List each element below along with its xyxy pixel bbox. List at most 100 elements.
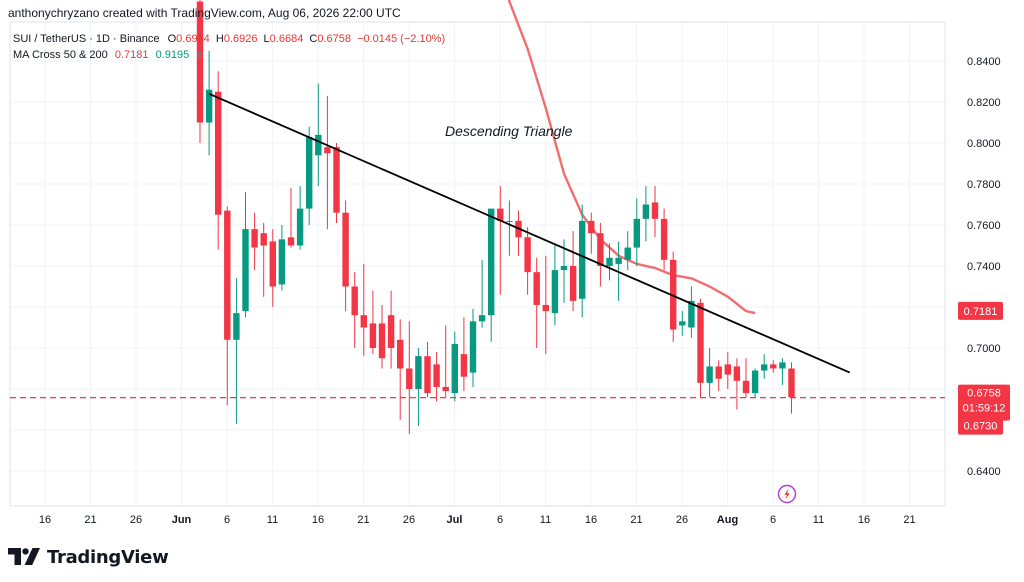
candle bbox=[333, 143, 340, 223]
chart-credit: anthonychryzano created with TradingView… bbox=[8, 6, 401, 20]
candle-body bbox=[260, 233, 267, 246]
candle-body bbox=[715, 366, 722, 379]
ohlc-row: SUI / TetherUS · 1D · Binance O0.6904 H0… bbox=[13, 31, 445, 47]
candle-body bbox=[597, 233, 604, 266]
y-tick-label: 0.7800 bbox=[967, 179, 1001, 191]
candle bbox=[415, 348, 422, 426]
candle bbox=[196, 0, 204, 143]
candle bbox=[260, 222, 267, 297]
candle-body bbox=[569, 266, 577, 301]
x-tick-label: 16 bbox=[585, 514, 597, 526]
candle-body bbox=[351, 286, 358, 316]
candle bbox=[406, 321, 413, 435]
x-tick-label: Jul bbox=[447, 514, 463, 526]
grid-lines bbox=[10, 22, 945, 506]
candle bbox=[387, 290, 395, 369]
y-tick-label: 0.8200 bbox=[967, 97, 1001, 109]
candle bbox=[642, 186, 650, 242]
symbol-label[interactable]: SUI / TetherUS · 1D · Binance bbox=[13, 33, 160, 45]
candle bbox=[488, 208, 495, 342]
candle bbox=[724, 352, 731, 389]
candle bbox=[679, 311, 686, 336]
candle-body bbox=[324, 147, 331, 154]
candle-body bbox=[679, 321, 686, 326]
candle bbox=[306, 126, 313, 225]
ma-row: MA Cross 50 & 200 0.7181 0.9195 ø bbox=[13, 47, 445, 63]
x-tick-label: 26 bbox=[403, 514, 415, 526]
candle-body bbox=[488, 208, 495, 316]
x-tick-label: 16 bbox=[39, 514, 51, 526]
candle bbox=[369, 290, 377, 355]
tradingview-logo[interactable]: TradingView bbox=[8, 545, 169, 569]
close-value: 0.6758 bbox=[317, 33, 351, 45]
ma-label[interactable]: MA Cross 50 & 200 bbox=[13, 49, 108, 61]
open-value: 0.6904 bbox=[176, 33, 210, 45]
candle bbox=[506, 200, 513, 256]
candle-body bbox=[606, 257, 613, 266]
candle bbox=[542, 255, 549, 355]
candle-body bbox=[742, 380, 750, 394]
x-axis-ticks: 16 21 26 Jun 6 11 16 21 26 Jul 6 11 16 21 26 Aug 6 11 16 21 bbox=[39, 514, 916, 526]
candle bbox=[715, 360, 722, 392]
candle-body bbox=[688, 300, 695, 328]
candle-body bbox=[369, 323, 377, 348]
candle bbox=[761, 354, 768, 379]
x-tick-label: 6 bbox=[497, 514, 503, 526]
candle-body bbox=[642, 204, 650, 219]
plot-frame bbox=[9, 21, 946, 507]
candle-body bbox=[706, 366, 713, 383]
candle-body bbox=[733, 366, 741, 381]
candle bbox=[660, 208, 668, 271]
candle bbox=[342, 200, 349, 312]
candle-body bbox=[670, 259, 677, 330]
high-value: 0.6926 bbox=[223, 33, 258, 45]
x-tick-label: Aug bbox=[717, 514, 738, 526]
candle-body bbox=[697, 302, 704, 383]
candle bbox=[633, 198, 640, 266]
candle-body bbox=[333, 147, 340, 213]
candle bbox=[779, 358, 786, 385]
candle bbox=[524, 227, 531, 295]
candle-body bbox=[788, 368, 795, 398]
x-tick-label: 11 bbox=[267, 514, 278, 526]
x-tick-label: 6 bbox=[224, 514, 230, 526]
x-tick-label: 16 bbox=[312, 514, 324, 526]
candle-body bbox=[387, 315, 395, 348]
x-tick-label: 26 bbox=[676, 514, 688, 526]
tradingview-wordmark: TradingView bbox=[47, 546, 169, 568]
y-tick-label: 0.7600 bbox=[967, 220, 1001, 232]
flash-icon[interactable] bbox=[777, 484, 797, 504]
candle bbox=[697, 298, 704, 398]
candle bbox=[315, 83, 322, 187]
candle-body bbox=[542, 304, 549, 312]
candles-layer bbox=[196, 0, 795, 435]
candle bbox=[788, 362, 795, 414]
candle-body bbox=[205, 89, 213, 123]
x-tick-label: 6 bbox=[770, 514, 776, 526]
candle-body bbox=[251, 229, 258, 248]
candle-body bbox=[278, 239, 286, 285]
candle bbox=[442, 325, 449, 398]
x-tick-label: 21 bbox=[84, 514, 96, 526]
y-tick-label: 0.7000 bbox=[967, 343, 1001, 355]
low-price-tag-text: 0.6730 bbox=[964, 421, 998, 433]
countdown-tag-text: 01:59:12 bbox=[963, 403, 1006, 415]
candle bbox=[278, 225, 286, 291]
candle-body bbox=[306, 136, 313, 209]
candle-body bbox=[779, 362, 786, 369]
ma1-value: 0.7181 bbox=[114, 49, 149, 61]
candle-body bbox=[560, 266, 568, 271]
candle-body bbox=[342, 212, 349, 287]
candle bbox=[733, 358, 741, 410]
candle bbox=[460, 317, 468, 392]
candle bbox=[224, 206, 231, 406]
y-tick-label: 0.8400 bbox=[967, 56, 1001, 68]
candle-body bbox=[397, 339, 404, 369]
candle-body bbox=[633, 218, 640, 248]
candle-body bbox=[551, 270, 559, 314]
candle-body bbox=[424, 356, 431, 394]
candle-body bbox=[579, 220, 586, 299]
candle-body bbox=[651, 202, 659, 219]
